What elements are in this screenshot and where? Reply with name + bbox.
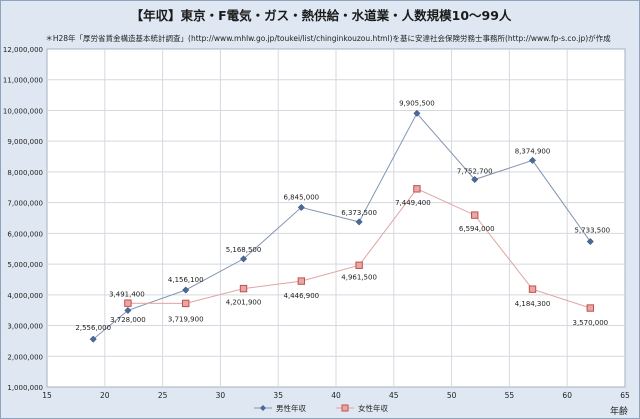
data-point-male: [413, 109, 421, 117]
series-line-male: [92, 112, 591, 340]
x-tick-label: 65: [620, 391, 630, 400]
y-tick-label: 11,000,000: [3, 77, 43, 85]
data-label: 5,168,500: [226, 246, 262, 254]
legend-marker-male: [260, 405, 266, 411]
data-point-female: [182, 299, 190, 308]
x-tick-label: 25: [158, 391, 168, 400]
data-point-female: [124, 299, 132, 307]
data-label: 4,201,900: [226, 299, 262, 307]
x-tick-label: 45: [389, 391, 399, 400]
y-tick-label: 10,000,000: [3, 107, 43, 115]
y-tick-label: 9,000,000: [7, 138, 43, 146]
data-label: 3,719,900: [168, 315, 204, 323]
data-label: 3,728,000: [110, 316, 146, 324]
data-point-female: [413, 185, 421, 193]
x-tick-label: 15: [42, 391, 52, 400]
x-tick-label: 55: [505, 391, 515, 400]
x-axis-tick-labels: 15 20 25 30 35 40 45 50 55 60 65: [42, 391, 630, 400]
data-point-male: [297, 203, 305, 211]
x-tick-label: 50: [447, 391, 457, 400]
data-label: 7,752,700: [457, 168, 493, 176]
data-label: 4,184,300: [515, 300, 551, 308]
data-point-female: [586, 304, 595, 312]
data-point-female: [297, 277, 306, 285]
x-tick-label: 40: [331, 391, 341, 400]
data-point-male: [124, 306, 132, 314]
chart-subtitle: ＊H28年「厚労省賃金構造基本統計調査」(http://www.mhlw.go.…: [45, 33, 611, 43]
data-point-male: [471, 175, 479, 184]
y-tick-label: 7,000,000: [7, 200, 43, 208]
x-tick-label: 60: [562, 391, 572, 400]
data-label: 6,594,000: [459, 225, 495, 233]
y-axis-tick-labels: 1,000,000 2,000,000 3,000,000 4,000,000 5,00…: [3, 46, 43, 392]
legend-label-male: 男性年収: [276, 403, 306, 413]
data-label: 3,491,400: [109, 290, 145, 298]
y-tick-label: 4,000,000: [7, 292, 43, 300]
data-label: 2,556,000: [75, 324, 111, 332]
gridlines: [47, 49, 625, 387]
data-point-male: [528, 156, 537, 164]
legend-marker-female: [341, 404, 349, 412]
y-tick-label: 1,000,000: [7, 384, 43, 392]
data-label: 5,733,500: [574, 227, 610, 235]
chart-title: 【年収】東京・F電気・ガス・熱供給・水道業・人数規模10～99人: [131, 8, 512, 23]
data-point-male: [182, 286, 190, 294]
y-tick-label: 3,000,000: [7, 323, 43, 331]
y-tick-label: 2,000,000: [7, 353, 43, 361]
legend: 男性年収 女性年収: [254, 403, 388, 413]
data-point-male: [586, 237, 594, 246]
data-labels: 2,556,000 3,491,400 4,156,100 5,168,500 6,84…: [75, 99, 610, 332]
x-tick-label: 35: [273, 391, 283, 400]
x-tick-label: 20: [100, 391, 110, 400]
data-point-female: [239, 284, 248, 293]
data-point-female: [355, 261, 363, 269]
y-tick-label: 8,000,000: [7, 169, 43, 177]
data-point-male: [355, 218, 363, 226]
series-layer: [89, 109, 595, 343]
data-label: 6,373,500: [341, 209, 377, 217]
data-label: 3,570,000: [572, 319, 608, 327]
data-label: 4,961,500: [341, 273, 377, 281]
data-point-female: [528, 285, 537, 293]
data-point-female: [471, 211, 479, 219]
data-label: 4,446,900: [283, 292, 319, 300]
y-tick-label: 12,000,000: [3, 46, 43, 54]
y-tick-label: 6,000,000: [7, 230, 43, 238]
data-label: 4,156,100: [168, 276, 204, 284]
data-label: 7,449,400: [395, 199, 431, 207]
x-axis-title: 年齢: [610, 405, 628, 417]
legend-label-female: 女性年収: [358, 403, 388, 413]
data-point-male: [239, 255, 248, 263]
y-tick-label: 5,000,000: [7, 261, 43, 269]
data-label: 6,845,000: [283, 193, 319, 201]
data-label: 9,905,500: [399, 99, 435, 107]
data-label: 8,374,900: [515, 147, 551, 155]
x-tick-label: 30: [216, 391, 226, 400]
data-point-male: [89, 335, 97, 343]
